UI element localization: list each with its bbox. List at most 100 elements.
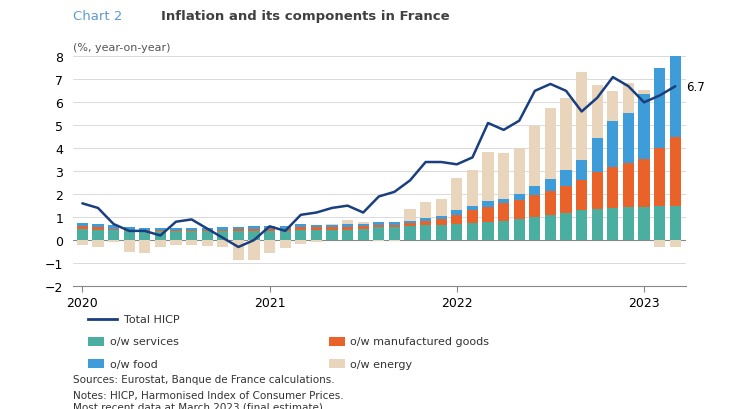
Bar xyxy=(639,95,650,159)
Bar xyxy=(404,227,415,240)
Bar xyxy=(217,230,228,231)
Bar xyxy=(77,223,88,227)
Bar xyxy=(607,209,618,240)
Bar xyxy=(77,229,88,240)
Bar xyxy=(217,228,228,230)
Bar xyxy=(483,202,493,207)
Bar xyxy=(591,173,603,209)
Bar xyxy=(280,240,291,249)
Bar xyxy=(295,225,307,227)
Bar xyxy=(358,226,369,229)
Bar xyxy=(311,227,322,230)
Bar xyxy=(529,218,540,240)
Bar xyxy=(623,164,634,207)
Bar xyxy=(514,149,525,195)
Bar xyxy=(280,231,291,240)
Bar xyxy=(591,209,603,240)
Bar xyxy=(93,240,104,247)
Bar xyxy=(328,337,345,346)
Bar xyxy=(389,222,400,225)
Bar xyxy=(669,4,681,137)
Bar xyxy=(326,230,338,240)
Bar xyxy=(466,211,478,223)
Bar xyxy=(389,225,400,228)
Bar xyxy=(139,231,150,240)
Bar xyxy=(77,240,88,245)
Bar xyxy=(436,220,447,226)
Bar xyxy=(295,240,307,244)
Text: Notes: HICP, Harmonised Index of Consumer Prices.
Most recent data at March 2023: Notes: HICP, Harmonised Index of Consume… xyxy=(73,390,344,409)
Bar xyxy=(342,230,353,240)
Bar xyxy=(576,181,587,211)
Bar xyxy=(639,207,650,240)
Bar xyxy=(108,240,119,243)
Bar xyxy=(420,218,431,221)
Bar xyxy=(639,90,650,95)
Bar xyxy=(358,224,369,226)
Bar xyxy=(248,226,260,229)
Bar xyxy=(669,240,681,247)
Bar xyxy=(498,153,510,199)
Bar xyxy=(483,207,493,222)
Bar xyxy=(88,360,104,369)
Bar xyxy=(591,86,603,139)
Bar xyxy=(139,229,150,231)
Bar xyxy=(233,227,244,229)
Bar xyxy=(155,229,166,231)
Bar xyxy=(233,229,244,231)
Bar xyxy=(280,226,291,229)
Bar xyxy=(623,207,634,240)
Bar xyxy=(607,92,618,121)
Bar xyxy=(466,223,478,240)
Bar xyxy=(311,225,322,227)
Bar xyxy=(373,222,385,225)
Bar xyxy=(514,220,525,240)
Bar xyxy=(545,215,556,240)
Bar xyxy=(123,240,135,252)
Bar xyxy=(404,223,415,227)
Bar xyxy=(201,231,213,240)
Bar xyxy=(529,196,540,218)
Bar xyxy=(404,221,415,223)
Bar xyxy=(607,121,618,167)
Bar xyxy=(108,230,119,240)
Bar xyxy=(264,240,275,253)
Bar xyxy=(483,222,493,240)
Bar xyxy=(139,240,150,253)
Bar xyxy=(451,211,462,215)
Bar xyxy=(342,225,353,227)
Bar xyxy=(498,204,510,221)
Bar xyxy=(248,229,260,231)
Text: o/w food: o/w food xyxy=(110,359,157,369)
Bar xyxy=(93,228,104,230)
Bar xyxy=(529,127,540,187)
Bar xyxy=(436,226,447,240)
Bar xyxy=(389,240,400,242)
Bar xyxy=(295,227,307,230)
Bar xyxy=(93,225,104,228)
Bar xyxy=(373,240,385,242)
Bar xyxy=(233,240,244,260)
Bar xyxy=(201,229,213,231)
Bar xyxy=(77,227,88,229)
Bar xyxy=(591,139,603,173)
Bar xyxy=(170,240,182,245)
Bar xyxy=(623,83,634,113)
Bar xyxy=(123,231,135,240)
Bar xyxy=(373,225,385,228)
Bar xyxy=(358,223,369,224)
Bar xyxy=(420,202,431,218)
Bar xyxy=(420,226,431,240)
Text: (%, year-on-year): (%, year-on-year) xyxy=(73,43,171,53)
Bar xyxy=(358,229,369,240)
Bar xyxy=(373,228,385,240)
Bar xyxy=(93,230,104,240)
Bar xyxy=(389,228,400,240)
Bar xyxy=(654,206,665,240)
Bar xyxy=(436,216,447,220)
Bar xyxy=(186,231,197,240)
Text: Sources: Eurostat, Banque de France calculations.: Sources: Eurostat, Banque de France calc… xyxy=(73,374,334,384)
Text: o/w manufactured goods: o/w manufactured goods xyxy=(350,337,489,346)
Text: o/w energy: o/w energy xyxy=(350,359,412,369)
Bar xyxy=(108,226,119,229)
